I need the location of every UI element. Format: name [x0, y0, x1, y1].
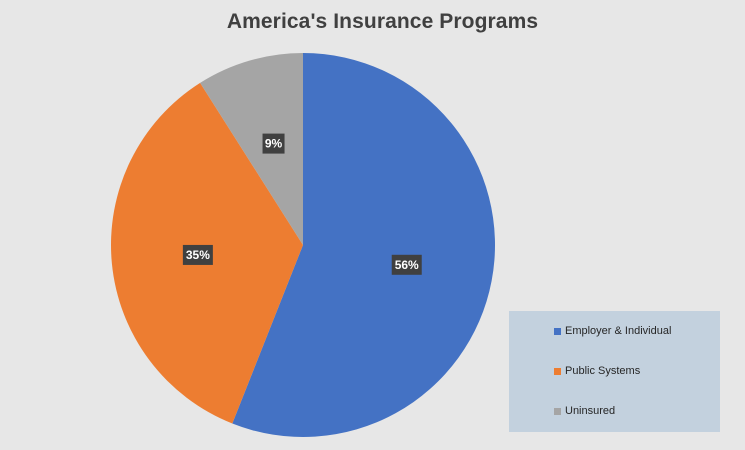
legend-label-employer-individual: Employer & Individual: [565, 325, 672, 337]
legend-label-public-systems: Public Systems: [565, 365, 641, 377]
legend-item-uninsured: Uninsured: [554, 404, 615, 418]
legend-swatch-public-systems: [554, 367, 561, 375]
chart-title: America's Insurance Programs: [226, 10, 539, 33]
data-label-box: [391, 254, 422, 275]
data-label-uninsured: 9%: [262, 133, 285, 154]
data-label-text: 9%: [265, 137, 283, 151]
pie-data-labels: 56% 35% 9%: [182, 133, 422, 275]
legend-label-uninsured: Uninsured: [565, 405, 616, 417]
data-label-text: 35%: [186, 248, 210, 262]
pie-slice-employer-individual: [232, 53, 496, 438]
legend-item-public-systems: Public Systems: [554, 364, 640, 378]
legend-swatch-employer-individual: [554, 327, 561, 335]
data-label-employer-individual: 56%: [391, 254, 422, 275]
data-label-public-systems: 35%: [182, 244, 213, 265]
legend-swatch-uninsured: [554, 407, 561, 415]
data-label-box: [182, 244, 213, 265]
pie-slices: [111, 53, 496, 438]
data-label-box: [262, 133, 285, 154]
legend-item-employer-individual: Employer & Individual: [554, 324, 671, 338]
data-label-text: 56%: [395, 258, 419, 272]
pie-slice-uninsured: [200, 53, 303, 245]
legend: Employer & Individual Public Systems Uni…: [509, 311, 720, 432]
